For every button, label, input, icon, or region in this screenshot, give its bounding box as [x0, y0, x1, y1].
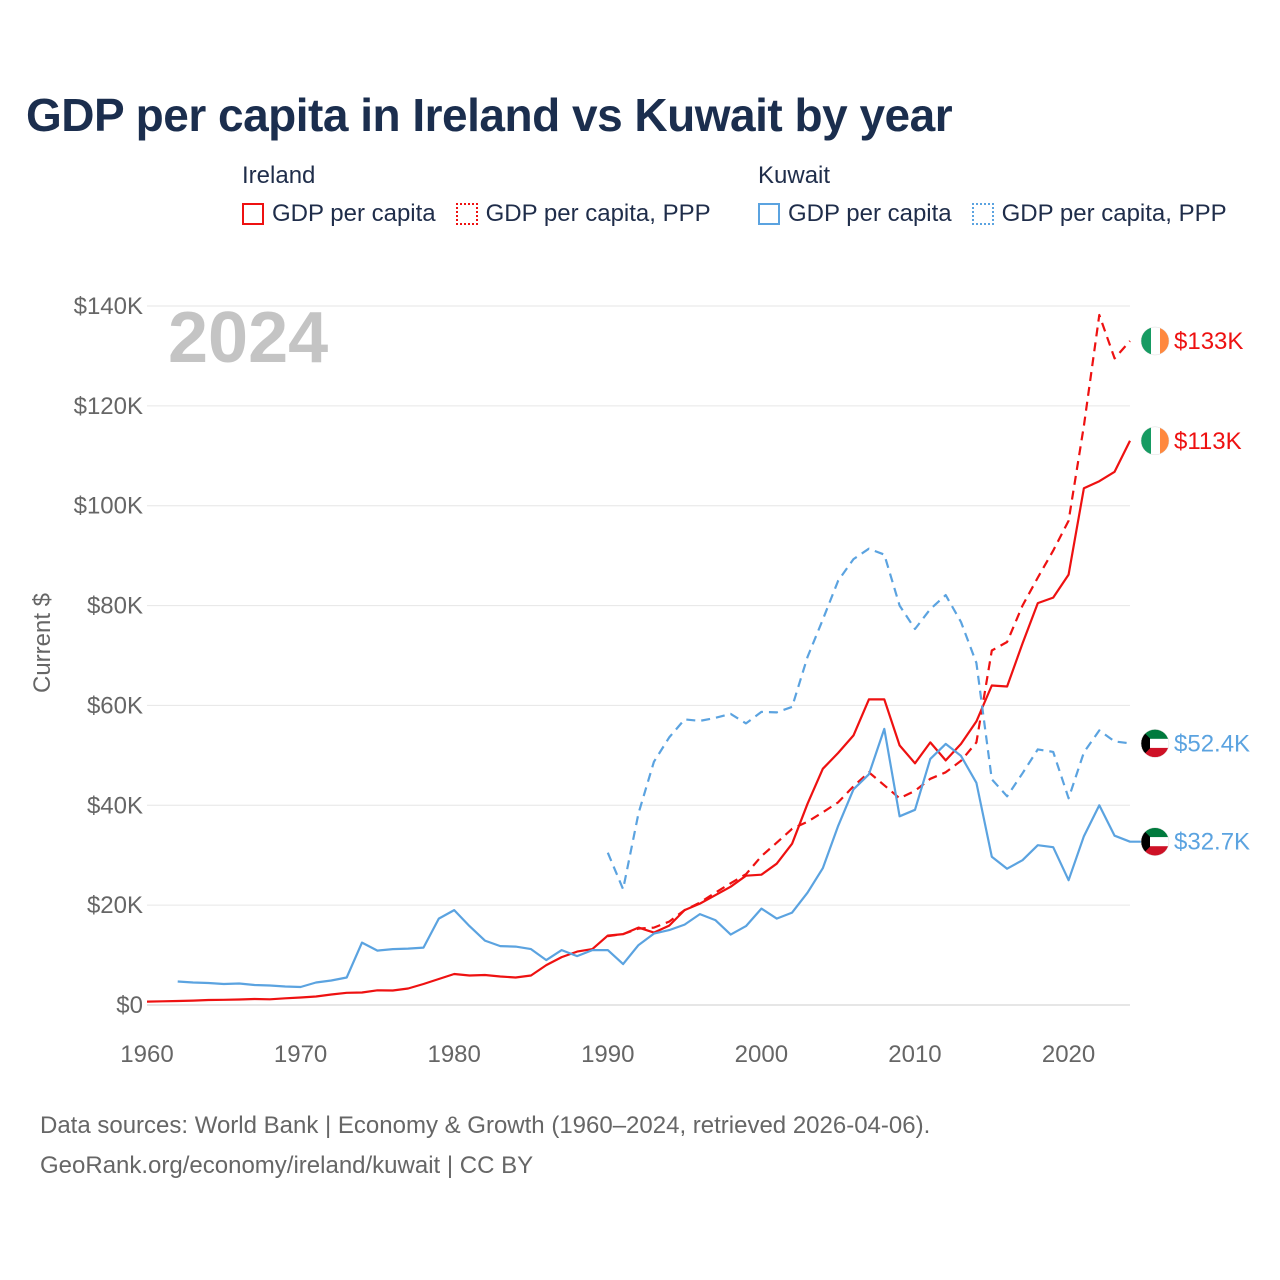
y-tick-label: $0 [116, 992, 143, 1019]
end-label-ireland-solid: $113K [1174, 428, 1242, 455]
source-note: Data sources: World Bank | Economy & Gro… [40, 1106, 930, 1186]
end-label-kuwait-solid: $32.7K [1174, 829, 1250, 856]
source-line-1: Data sources: World Bank | Economy & Gro… [40, 1112, 931, 1139]
y-tick-label: $100K [74, 493, 143, 520]
chart-title: GDP per capita in Ireland vs Kuwait by y… [26, 89, 953, 141]
series [146, 313, 1146, 1003]
end-label-ireland-dashed: $133K [1174, 328, 1243, 355]
series-line-ireland-solid[interactable] [146, 440, 1131, 1003]
kuwait-flag-icon [1140, 729, 1170, 758]
legend-label-ireland-gdp: GDP per capita [272, 200, 436, 227]
legend-swatch-ireland-gdp [242, 203, 264, 225]
legend-swatch-kuwait-gdp [758, 203, 780, 225]
legend-kuwait-gdp[interactable]: GDP per capita [758, 200, 952, 228]
axes: $0 $20K $40K $60K $80K $100K $120K $140K 1960 197… [74, 293, 1096, 1068]
x-tick-label: 1990 [581, 1041, 634, 1068]
legend-ireland: Ireland GDP per capita GDP per capita, P… [242, 162, 711, 228]
legend-swatch-kuwait-ppp [971, 203, 994, 225]
series-line-kuwait-dashed[interactable] [606, 547, 1131, 891]
legend-swatch-ireland-ppp [455, 203, 478, 225]
y-tick-label: $60K [87, 692, 143, 719]
x-tick-label: 2000 [735, 1041, 788, 1068]
gridlines [147, 305, 1130, 1006]
legend-label-ireland-ppp: GDP per capita, PPP [485, 200, 711, 227]
x-tick-label: 2020 [1042, 1041, 1095, 1068]
x-tick-label: 1970 [274, 1041, 327, 1068]
series-line-kuwait-solid[interactable] [177, 727, 1146, 989]
end-label-kuwait-dashed: $52.4K [1174, 730, 1250, 757]
y-axis-title: Current $ [29, 593, 56, 693]
legend-label-kuwait-ppp: GDP per capita, PPP [1001, 200, 1227, 227]
legend-label-kuwait-gdp: GDP per capita [788, 200, 952, 227]
y-tick-label: $80K [87, 593, 143, 620]
ireland-flag-icon [1140, 426, 1170, 456]
kuwait-flag-icon [1140, 827, 1170, 856]
y-tick-label: $40K [87, 792, 143, 819]
ireland-flag-icon [1140, 326, 1170, 356]
x-tick-label: 2010 [888, 1041, 941, 1068]
series-line-ireland-dashed[interactable] [607, 313, 1131, 938]
legend-ireland-gdp[interactable]: GDP per capita [242, 200, 436, 228]
x-tick-label: 1960 [120, 1041, 173, 1068]
end-labels: $113K $133K $32.7K $52.4K [1140, 326, 1250, 856]
legend-group-ireland-label: Ireland [242, 162, 316, 189]
legend-kuwait: Kuwait GDP per capita GDP per capita, PP… [758, 162, 1227, 228]
legend-group-kuwait-label: Kuwait [758, 162, 831, 189]
legend-kuwait-ppp[interactable]: GDP per capita, PPP [971, 200, 1227, 228]
y-tick-label: $120K [74, 393, 143, 420]
year-watermark: 2024 [168, 298, 328, 378]
y-tick-label: $20K [87, 892, 143, 919]
y-tick-label: $140K [74, 293, 143, 320]
legend-ireland-ppp[interactable]: GDP per capita, PPP [455, 200, 711, 228]
x-tick-label: 1980 [427, 1041, 480, 1068]
source-line-2[interactable]: GeoRank.org/economy/ireland/kuwait | CC … [40, 1152, 534, 1179]
